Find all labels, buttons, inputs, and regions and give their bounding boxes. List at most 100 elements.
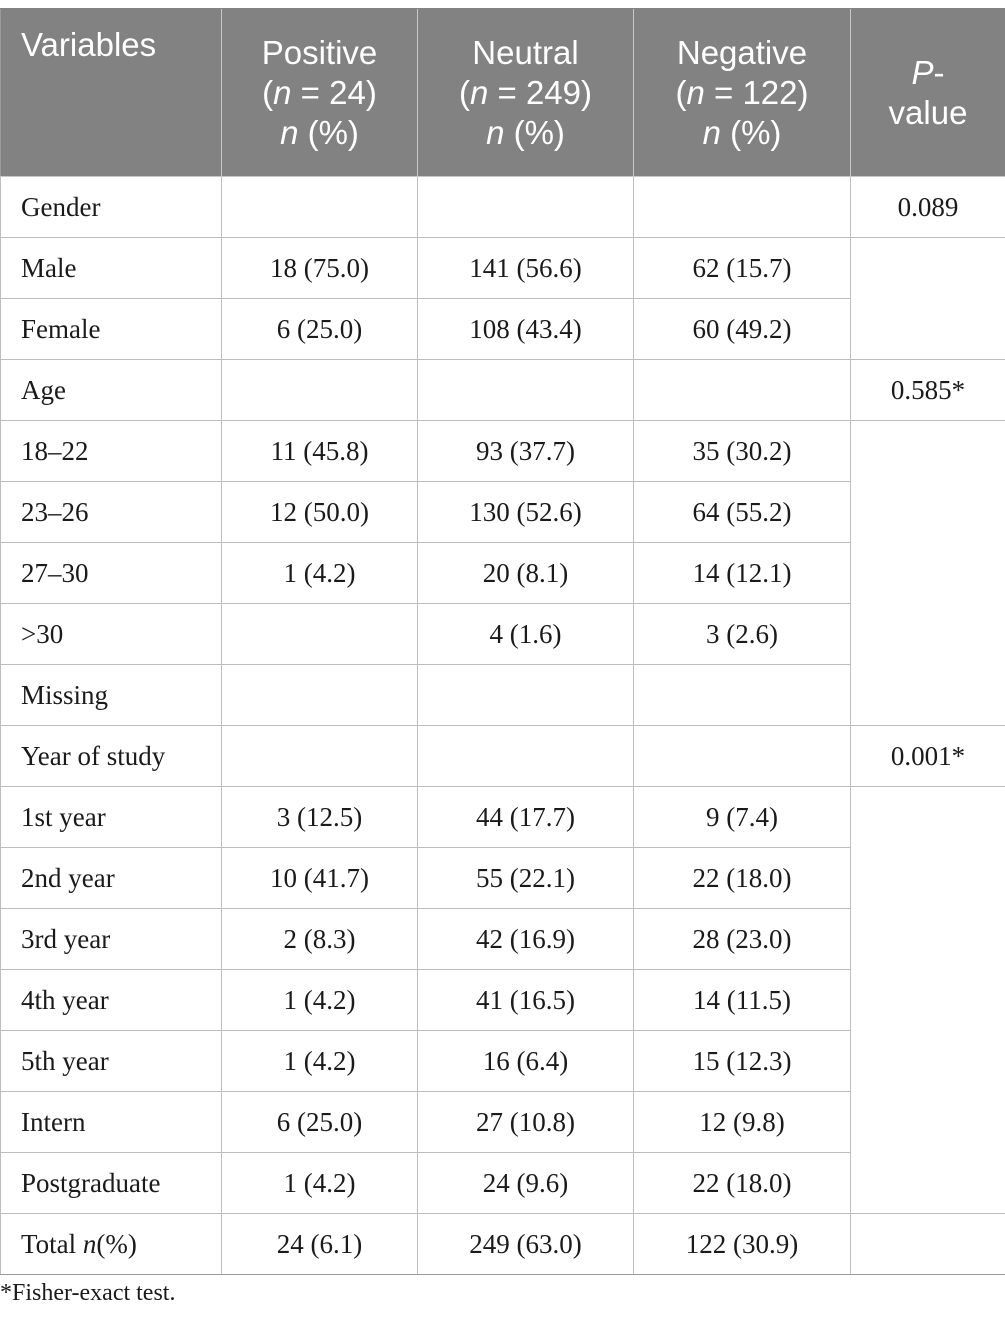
table-header: Variables Positive (n = 24) n (%) Neutra… bbox=[0, 8, 1005, 177]
cell-neutral: 4 (1.6) bbox=[417, 603, 634, 665]
header-pvalue-label: value bbox=[888, 93, 968, 131]
cell-negative: 62 (15.7) bbox=[633, 237, 851, 299]
cell-neutral: 108 (43.4) bbox=[417, 298, 634, 360]
cell-neutral: 16 (6.4) bbox=[417, 1030, 634, 1092]
cell-neutral: 141 (56.6) bbox=[417, 237, 634, 299]
cell-neutral: 55 (22.1) bbox=[417, 847, 634, 909]
row-label: 5th year bbox=[0, 1030, 222, 1092]
cell-positive: 1 (4.2) bbox=[221, 1152, 418, 1214]
cell-pvalue-empty bbox=[850, 786, 1005, 1214]
cell-positive bbox=[221, 176, 418, 238]
cell-positive: 1 (4.2) bbox=[221, 969, 418, 1031]
table-row: Postgraduate 1 (4.2) 24 (9.6) 22 (18.0) bbox=[0, 1152, 1005, 1214]
header-positive-n: (n = 24) bbox=[262, 73, 377, 111]
cell-negative: 9 (7.4) bbox=[633, 786, 851, 848]
header-negative-label: Negative bbox=[676, 33, 808, 71]
header-negative-n: (n = 122) bbox=[675, 73, 809, 111]
cell-negative: 64 (55.2) bbox=[633, 481, 851, 543]
cell-negative: 12 (9.8) bbox=[633, 1091, 851, 1153]
cell-positive: 12 (50.0) bbox=[221, 481, 418, 543]
table-row: >30 4 (1.6) 3 (2.6) bbox=[0, 603, 1005, 665]
header-variables-label: Variables bbox=[21, 26, 157, 63]
cell-positive bbox=[221, 664, 418, 726]
row-label: 1st year bbox=[0, 786, 222, 848]
row-label: Male bbox=[0, 237, 222, 299]
table-row: Gender 0.089 bbox=[0, 176, 1005, 238]
cell-positive bbox=[221, 603, 418, 665]
table-row: Male 18 (75.0) 141 (56.6) 62 (15.7) bbox=[0, 237, 1005, 360]
header-positive-unit: n (%) bbox=[280, 113, 359, 151]
row-label-total: Total n(%) bbox=[0, 1213, 222, 1275]
cell-negative: 14 (11.5) bbox=[633, 969, 851, 1031]
cell-neutral: 93 (37.7) bbox=[417, 420, 634, 482]
row-label: Age bbox=[0, 359, 222, 421]
table-row: 1st year 3 (12.5) 44 (17.7) 9 (7.4) bbox=[0, 786, 1005, 1214]
cell-negative: 28 (23.0) bbox=[633, 908, 851, 970]
cell-positive: 2 (8.3) bbox=[221, 908, 418, 970]
cell-neutral: 249 (63.0) bbox=[417, 1213, 634, 1275]
header-neutral: Neutral (n = 249) n (%) bbox=[417, 8, 634, 177]
table-body: Gender 0.089 Male 18 (75.0) 141 (56.6) 6… bbox=[0, 176, 1005, 1275]
row-label: Female bbox=[0, 298, 222, 360]
cell-neutral bbox=[417, 359, 634, 421]
header-positive-label: Positive bbox=[261, 33, 378, 71]
cell-neutral: 44 (17.7) bbox=[417, 786, 634, 848]
table-footnote: *Fisher-exact test. bbox=[0, 1280, 176, 1306]
table-row: Intern 6 (25.0) 27 (10.8) 12 (9.8) bbox=[0, 1091, 1005, 1153]
header-pvalue-p: P- bbox=[911, 53, 945, 91]
row-label: Intern bbox=[0, 1091, 222, 1153]
cell-negative bbox=[633, 359, 851, 421]
row-label: 3rd year bbox=[0, 908, 222, 970]
cell-neutral: 42 (16.9) bbox=[417, 908, 634, 970]
cell-negative: 22 (18.0) bbox=[633, 847, 851, 909]
cell-positive: 1 (4.2) bbox=[221, 1030, 418, 1092]
cell-pvalue: 0.089 bbox=[850, 176, 1005, 238]
cell-neutral bbox=[417, 725, 634, 787]
cell-negative: 14 (12.1) bbox=[633, 542, 851, 604]
cell-positive: 11 (45.8) bbox=[221, 420, 418, 482]
cell-positive: 6 (25.0) bbox=[221, 1091, 418, 1153]
cell-negative bbox=[633, 176, 851, 238]
cell-positive: 10 (41.7) bbox=[221, 847, 418, 909]
row-label: 4th year bbox=[0, 969, 222, 1031]
cell-positive: 18 (75.0) bbox=[221, 237, 418, 299]
table-row: Year of study 0.001* bbox=[0, 725, 1005, 787]
cell-positive: 6 (25.0) bbox=[221, 298, 418, 360]
cell-pvalue-empty bbox=[850, 237, 1005, 360]
header-negative-unit: n (%) bbox=[702, 113, 782, 151]
cell-neutral: 27 (10.8) bbox=[417, 1091, 634, 1153]
cell-neutral: 24 (9.6) bbox=[417, 1152, 634, 1214]
cell-positive: 3 (12.5) bbox=[221, 786, 418, 848]
table-row: 18–22 11 (45.8) 93 (37.7) 35 (30.2) bbox=[0, 420, 1005, 726]
table-row: 3rd year 2 (8.3) 42 (16.9) 28 (23.0) bbox=[0, 908, 1005, 970]
header-positive: Positive (n = 24) n (%) bbox=[221, 8, 418, 177]
cell-negative: 60 (49.2) bbox=[633, 298, 851, 360]
row-label: 18–22 bbox=[0, 420, 222, 482]
table-row: 5th year 1 (4.2) 16 (6.4) 15 (12.3) bbox=[0, 1030, 1005, 1092]
header-pvalue: P- value bbox=[850, 8, 1005, 177]
cell-neutral: 41 (16.5) bbox=[417, 969, 634, 1031]
cell-neutral: 20 (8.1) bbox=[417, 542, 634, 604]
cell-neutral bbox=[417, 176, 634, 238]
cell-pvalue: 0.585* bbox=[850, 359, 1005, 421]
cell-negative: 122 (30.9) bbox=[633, 1213, 851, 1275]
table-row: Missing bbox=[0, 664, 1005, 726]
cell-negative bbox=[633, 725, 851, 787]
cell-positive: 24 (6.1) bbox=[221, 1213, 418, 1275]
cell-negative bbox=[633, 664, 851, 726]
cell-positive bbox=[221, 359, 418, 421]
row-label: 27–30 bbox=[0, 542, 222, 604]
header-neutral-unit: n (%) bbox=[486, 113, 565, 151]
cell-negative: 3 (2.6) bbox=[633, 603, 851, 665]
table-row: 4th year 1 (4.2) 41 (16.5) 14 (11.5) bbox=[0, 969, 1005, 1031]
table-row: Age 0.585* bbox=[0, 359, 1005, 421]
header-negative: Negative (n = 122) n (%) bbox=[633, 8, 851, 177]
header-neutral-label: Neutral bbox=[472, 33, 579, 71]
cell-negative: 22 (18.0) bbox=[633, 1152, 851, 1214]
cell-neutral bbox=[417, 664, 634, 726]
table-row: 2nd year 10 (41.7) 55 (22.1) 22 (18.0) bbox=[0, 847, 1005, 909]
header-row: Variables Positive (n = 24) n (%) Neutra… bbox=[0, 8, 1005, 177]
cell-negative: 15 (12.3) bbox=[633, 1030, 851, 1092]
table-row-total: Total n(%) 24 (6.1) 249 (63.0) 122 (30.9… bbox=[0, 1213, 1005, 1275]
row-label: Missing bbox=[0, 664, 222, 726]
